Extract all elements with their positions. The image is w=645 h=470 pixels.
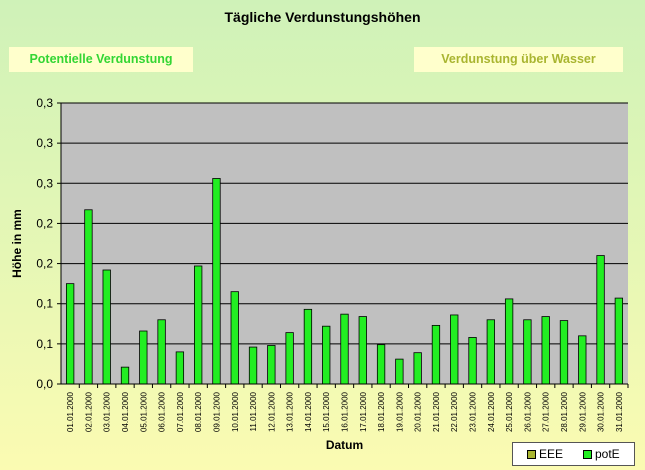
- legend-swatch-pote: [583, 449, 592, 459]
- y-tick-label: 0,3: [36, 176, 53, 190]
- x-tick-label: 14.01.2000: [304, 391, 313, 432]
- x-tick-labels: 01.01.2000 02.01.2000 03.01.2000 04.01.2000…: [66, 391, 624, 432]
- bar: [376, 344, 386, 385]
- bar: [267, 345, 276, 385]
- x-tick-label: 06.01.2000: [158, 391, 167, 432]
- legend-label-eee: EEE: [539, 447, 564, 461]
- x-tick-label: 13.01.2000: [286, 391, 295, 432]
- y-tick-label: 0,3: [36, 136, 53, 150]
- x-tick-label: 28.01.2000: [560, 391, 569, 432]
- x-tick-label: 31.01.2000: [615, 391, 624, 432]
- bar: [450, 314, 459, 385]
- x-tick-label: 16.01.2000: [341, 391, 350, 432]
- bar: [248, 346, 258, 385]
- bar: [157, 319, 166, 385]
- x-tick-label: 09.01.2000: [212, 391, 221, 432]
- bar: [523, 319, 532, 385]
- bar: [175, 351, 185, 385]
- bar: [541, 316, 550, 385]
- x-tick-label: 18.01.2000: [377, 391, 386, 432]
- bar: [431, 324, 441, 385]
- bar: [285, 332, 294, 385]
- legend-swatch-eee: [527, 449, 536, 459]
- bar: [504, 298, 514, 385]
- bar: [358, 316, 367, 385]
- x-tick-label: 27.01.2000: [542, 391, 551, 432]
- x-tick-label: 03.01.2000: [103, 391, 112, 432]
- x-tick-label: 11.01.2000: [249, 391, 258, 431]
- legend-item-pote: potE: [583, 447, 620, 461]
- x-tick-label: 23.01.2000: [469, 391, 478, 432]
- y-tick-labels: 0,0 0,1 0,1 0,2 0,2 0,3 0,3 0,3: [36, 96, 53, 391]
- bar: [303, 308, 313, 385]
- axes: [57, 102, 629, 388]
- bar: [596, 255, 605, 385]
- bar: [559, 320, 569, 385]
- x-tick-label: 07.01.2000: [176, 391, 185, 432]
- bar: [413, 352, 422, 385]
- y-tick-label: 0,1: [36, 297, 53, 311]
- bar: [102, 269, 111, 385]
- grid-lines: [61, 102, 628, 345]
- potentielle-verdunstung-button[interactable]: Potentielle Verdunstung: [9, 47, 193, 72]
- bar: [340, 313, 349, 385]
- x-tick-label: 29.01.2000: [578, 391, 587, 432]
- x-tick-label: 12.01.2000: [267, 391, 276, 432]
- x-tick-label: 01.01.2000: [66, 391, 75, 432]
- x-tick-label: 20.01.2000: [414, 391, 423, 432]
- y-tick-label: 0,2: [36, 216, 53, 230]
- x-tick-label: 26.01.2000: [523, 391, 532, 432]
- chart-title: Tägliche Verdunstungshöhen: [224, 9, 421, 25]
- x-tick-label: 02.01.2000: [84, 391, 93, 432]
- x-tick-label: 08.01.2000: [194, 391, 203, 432]
- legend: EEE potE: [512, 442, 635, 466]
- bar: [578, 335, 587, 385]
- legend-item-eee: EEE: [527, 447, 563, 461]
- x-tick-label: 25.01.2000: [505, 391, 514, 432]
- y-tick-label: 0,0: [36, 377, 53, 391]
- x-tick-label: 05.01.2000: [139, 391, 148, 432]
- bar: [230, 291, 239, 385]
- x-tick-label: 15.01.2000: [322, 391, 331, 432]
- x-tick-label: 24.01.2000: [487, 391, 496, 432]
- bar: [395, 358, 404, 385]
- x-tick-label: 19.01.2000: [395, 391, 404, 432]
- bar: [468, 337, 477, 385]
- bar: [614, 297, 624, 385]
- y-tick-label: 0,1: [36, 337, 53, 351]
- x-tick-label: 22.01.2000: [450, 391, 459, 432]
- bar: [84, 209, 93, 385]
- x-tick-label: 17.01.2000: [359, 391, 368, 432]
- verdunstung-ueber-wasser-button[interactable]: Verdunstung über Wasser: [414, 47, 623, 72]
- bar: [322, 325, 331, 385]
- bars: [65, 178, 624, 385]
- x-tick-label: 30.01.2000: [597, 391, 606, 432]
- y-tick-label: 0,3: [36, 96, 53, 110]
- y-axis-label: Höhe in mm: [10, 209, 24, 278]
- x-axis-label: Datum: [326, 438, 363, 452]
- bar: [194, 265, 203, 385]
- bar: [486, 319, 495, 385]
- bar: [120, 366, 130, 385]
- legend-label-pote: potE: [595, 447, 620, 461]
- x-tick-label: 10.01.2000: [231, 391, 240, 432]
- x-tick-label: 21.01.2000: [432, 391, 441, 432]
- bar: [65, 283, 75, 385]
- y-tick-label: 0,2: [36, 257, 53, 271]
- bar: [139, 330, 148, 385]
- bar: [212, 178, 221, 385]
- x-tick-label: 04.01.2000: [121, 391, 130, 432]
